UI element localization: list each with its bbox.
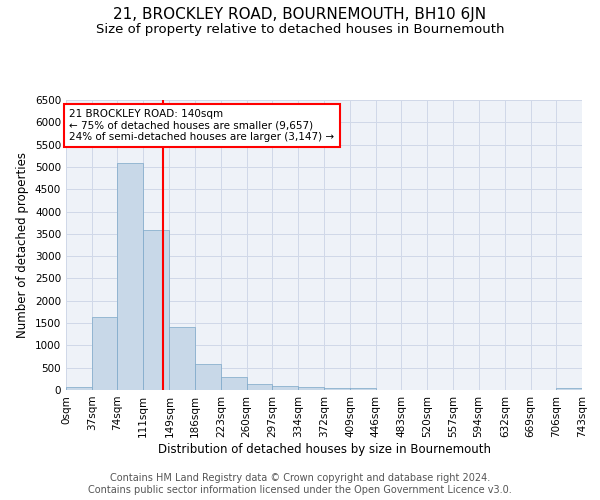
- Bar: [272, 386, 298, 390]
- Bar: [92, 317, 118, 390]
- Bar: [195, 364, 221, 390]
- Bar: [169, 327, 195, 390]
- Bar: [118, 164, 143, 390]
- Y-axis label: Number of detached properties: Number of detached properties: [16, 152, 29, 338]
- Bar: [350, 388, 376, 390]
- Text: 21 BROCKLEY ROAD: 140sqm
← 75% of detached houses are smaller (9,657)
24% of sem: 21 BROCKLEY ROAD: 140sqm ← 75% of detach…: [70, 109, 335, 142]
- Bar: [143, 230, 169, 390]
- Bar: [221, 377, 247, 390]
- Bar: [298, 386, 325, 390]
- Bar: [247, 384, 272, 390]
- Text: 21, BROCKLEY ROAD, BOURNEMOUTH, BH10 6JN: 21, BROCKLEY ROAD, BOURNEMOUTH, BH10 6JN: [113, 8, 487, 22]
- Text: Size of property relative to detached houses in Bournemouth: Size of property relative to detached ho…: [96, 22, 504, 36]
- Bar: [556, 388, 582, 390]
- Bar: [66, 387, 92, 390]
- Text: Distribution of detached houses by size in Bournemouth: Distribution of detached houses by size …: [157, 442, 491, 456]
- Text: Contains HM Land Registry data © Crown copyright and database right 2024.
Contai: Contains HM Land Registry data © Crown c…: [88, 474, 512, 495]
- Bar: [325, 388, 350, 390]
